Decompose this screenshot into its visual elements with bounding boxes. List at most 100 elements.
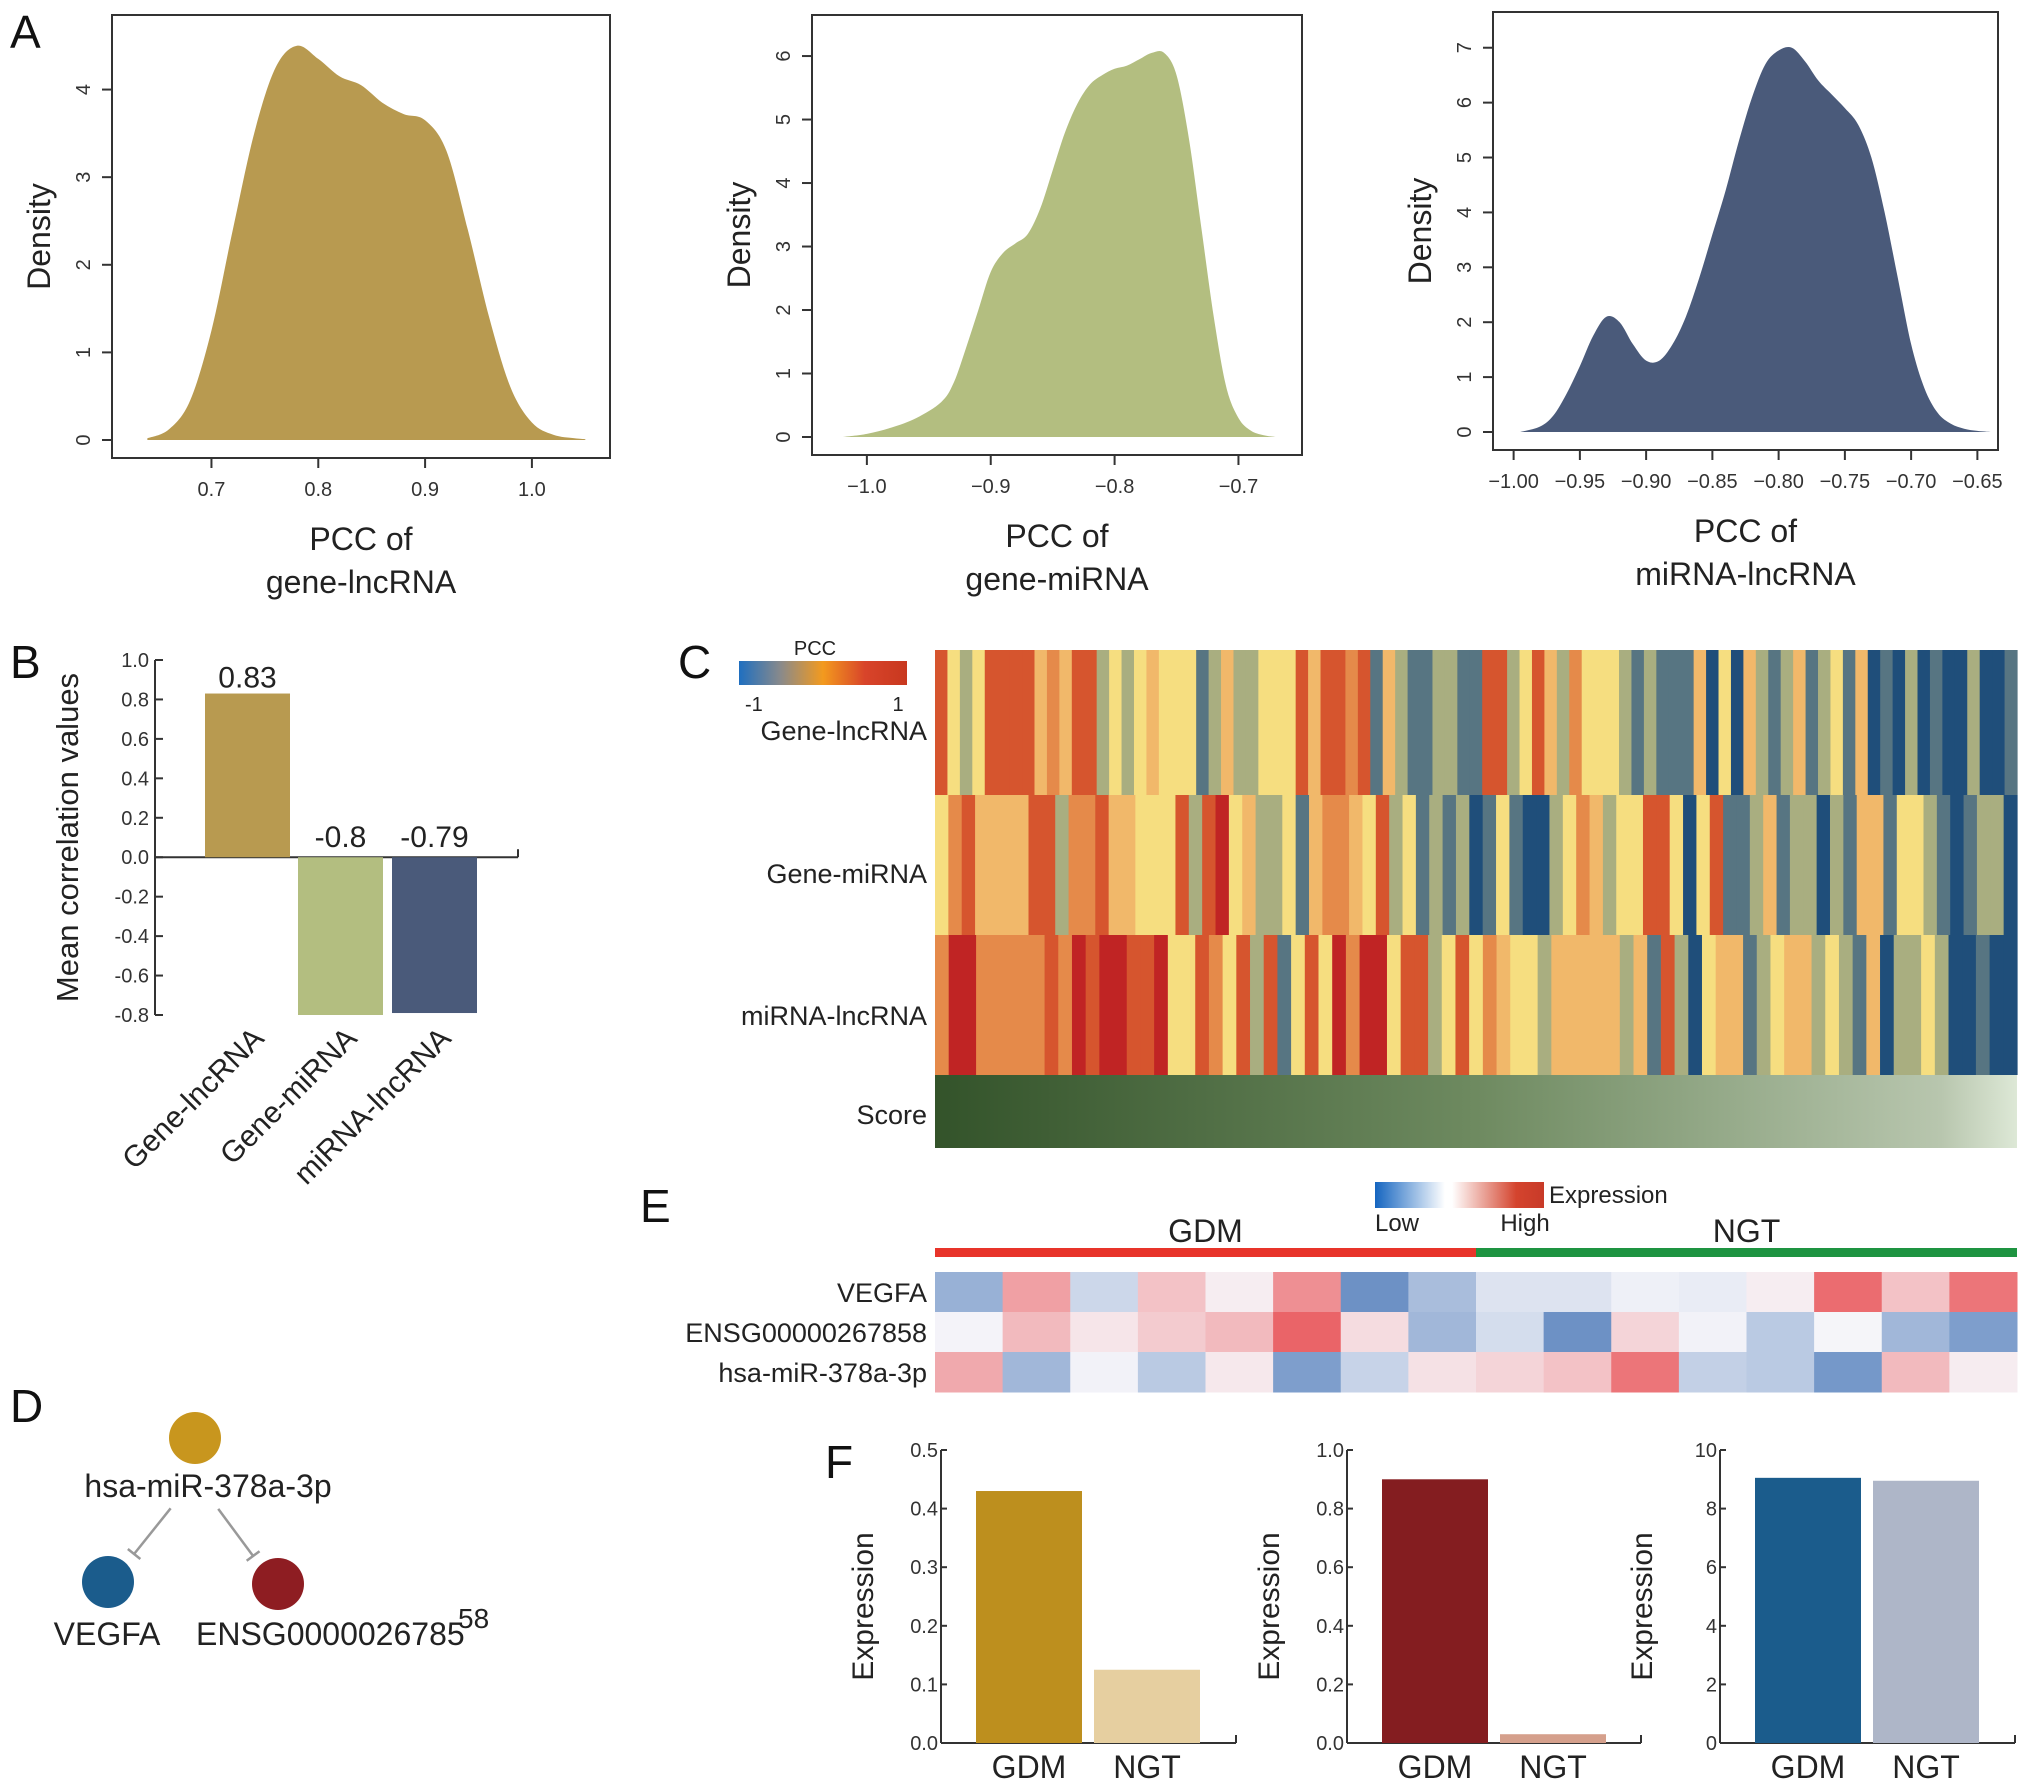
heatmap-cell [1002,1272,1071,1313]
heatmap-cell [1619,935,1635,1075]
heatmap-cell [1085,935,1100,1075]
x-axis-label-line2: miRNA-lncRNA [1635,556,1856,592]
y-tick-label: 3 [773,241,795,252]
pcc-legend-max: 1 [892,694,903,716]
heatmap-cell [1893,935,1909,1075]
x-axis-label-line1: PCC of [1694,513,1797,549]
heatmap-cell [1611,1312,1680,1353]
y-axis-label: Density [21,183,57,290]
heatmap-cell [1551,935,1566,1075]
y-tick-label: -0.6 [115,966,149,988]
heatmap-cell [1881,1352,1950,1393]
heatmap-cell [1496,795,1510,935]
x-tick-label: −0.9 [971,476,1010,498]
x-tick-label: −0.70 [1886,471,1937,493]
heatmap-cell [1818,650,1832,795]
heatmap-cell [1028,795,1043,935]
y-tick-label: -0.2 [115,887,149,909]
heatmap-cell [1565,935,1580,1075]
heatmap-cell [1335,795,1350,935]
heatmap-cell [1763,795,1778,935]
heatmap-cell [1496,935,1511,1075]
bar [1094,1669,1200,1743]
heatmap-cell [1250,935,1265,1075]
x-tick-label: −1.00 [1488,471,1539,493]
heatmap-cell [1523,935,1539,1075]
heatmap-cell [1949,1312,2018,1353]
heatmap-cell [1948,935,1963,1075]
heatmap-cell [1386,935,1402,1075]
heatmap-cell [1780,650,1794,795]
heatmap-cell [935,1352,1004,1393]
heatmap-cell [1852,935,1867,1075]
heatmap-cell [1736,795,1751,935]
expression-legend-high [1452,1182,1544,1208]
heatmap-cell [1071,935,1087,1075]
row-label-score: Score [856,1100,927,1130]
heatmap-cell [1950,795,1965,935]
heatmap-cell [1340,1312,1409,1353]
x-tick-label: −0.75 [1820,471,1871,493]
heatmap-cell [1923,795,1938,935]
panel-label-b: B [10,636,41,688]
heatmap-cell [1979,650,1993,795]
heatmap-cell [1936,795,1951,935]
density-area [842,50,1276,438]
y-tick-label: 0 [1706,1733,1717,1755]
heatmap-cell [1602,795,1617,935]
heatmap-cell [1910,795,1925,935]
plot-frame [1492,11,1999,451]
heatmap-cell [2004,650,2018,795]
heatmap-cell [1268,795,1283,935]
density-area [147,45,586,441]
y-tick-label: 4 [1454,207,1476,218]
heatmap-cell [1629,795,1644,935]
heatmap-cell [1121,650,1135,795]
heatmap-cell [1408,1272,1477,1313]
heatmap-cell [1175,795,1190,935]
heatmap-cell [1576,795,1591,935]
heatmap-cell [1949,1272,2018,1313]
heatmap-cell [1133,650,1148,795]
heatmap-cell [1549,795,1564,935]
heatmap-cell [1494,650,1508,795]
heatmap-cell [1967,650,1981,795]
heatmap-cell [1408,1312,1477,1353]
heatmap-cell [1095,795,1110,935]
heatmap-cell [1081,795,1096,935]
heatmap-cell [1816,795,1831,935]
edge-line [133,1507,172,1555]
heatmap-cell [1308,650,1322,795]
heatmap-cell [1432,650,1446,795]
heatmap-cell [1046,650,1060,795]
x-tick-label: −0.85 [1687,471,1738,493]
heatmap-cell [959,650,973,795]
heatmap-cell [1273,1312,1342,1353]
heatmap-cell [1660,935,1676,1075]
heatmap-cell [1359,935,1374,1075]
x-tick-label: −0.80 [1753,471,1804,493]
heatmap-cell [1589,795,1604,935]
heatmap-cell [1647,935,1662,1075]
heatmap-cell [1606,935,1621,1075]
heatmap-cell [948,795,963,935]
heatmap-cell [1730,650,1744,795]
heatmap-cell [1743,935,1758,1075]
heatmap-cell [948,935,963,1075]
heatmap-cell [1291,935,1306,1075]
heatmap-cell [1989,935,2004,1075]
y-tick-label: 0.4 [1316,1616,1344,1638]
density-plot-gene-lncrna: 0 1 2 3 4 0.7 0.8 0.9 1.0 PCC of gene-lncRNA Densit… [21,14,611,600]
bar [1873,1480,1979,1743]
expression-heatmap: VEGFA ENSG00000267858 hsa-miR-378a-3p GDM NG… [685,1182,2018,1393]
x-axis-label-line2: gene-lncRNA [266,564,457,600]
heatmap-cell [1482,935,1498,1075]
heatmap-cell [1934,935,1950,1075]
heatmap-cell [1842,650,1856,795]
heatmap-cell [1113,935,1128,1075]
heatmap-cell [1055,795,1070,935]
heatmap-cell [1482,650,1496,795]
y-tick-label: 6 [1706,1557,1717,1579]
heatmap-cell [1137,1352,1206,1393]
heatmap-cell [1838,935,1854,1075]
